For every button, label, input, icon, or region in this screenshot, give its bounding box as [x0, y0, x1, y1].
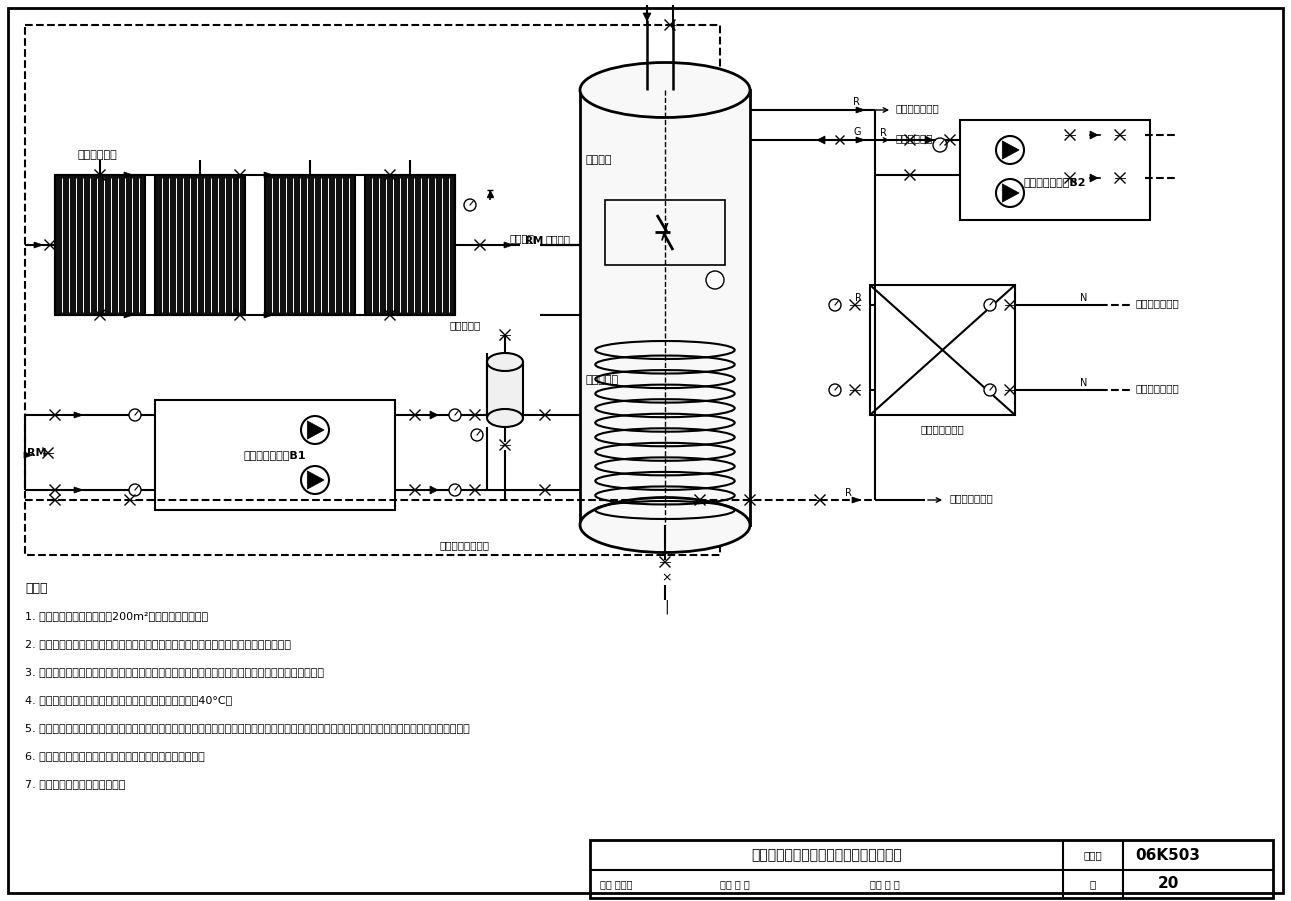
Circle shape	[984, 299, 995, 311]
Polygon shape	[307, 421, 324, 439]
Text: RM: RM	[27, 448, 46, 458]
Circle shape	[129, 484, 141, 496]
Bar	[590, 840, 1273, 898]
Text: 辅助加热: 辅助加热	[545, 234, 571, 244]
Text: 3. 当集热系统热媒为水且没有防冻要求时，系统也可采用直接系统，贮热水箱中盘管换热器可取消。: 3. 当集热系统热媒为水且没有防冻要求时，系统也可采用直接系统，贮热水箱中盘管换…	[25, 667, 324, 677]
Bar	[961, 120, 1150, 220]
Text: 接采暖系统回水: 接采暖系统回水	[1135, 383, 1179, 393]
Text: 20: 20	[1157, 877, 1179, 891]
Ellipse shape	[487, 409, 523, 427]
Text: 采暖系统换热器: 采暖系统换热器	[920, 424, 964, 434]
Text: 设计 李 忠: 设计 李 忠	[870, 879, 900, 889]
Text: 盘管换热器: 盘管换热器	[585, 375, 618, 385]
Polygon shape	[817, 136, 825, 144]
Text: 1. 本系统宜用于建筑面积在200m²内的小型独户系统。: 1. 本系统宜用于建筑面积在200m²内的小型独户系统。	[25, 611, 208, 621]
Polygon shape	[924, 136, 933, 144]
Text: 贮热水箱: 贮热水箱	[585, 155, 612, 165]
Text: 生活热水供水管: 生活热水供水管	[896, 103, 940, 113]
Polygon shape	[430, 486, 438, 494]
Polygon shape	[1090, 131, 1099, 139]
Polygon shape	[74, 412, 83, 418]
Circle shape	[829, 299, 840, 311]
Text: R: R	[855, 293, 862, 303]
Text: 热媒进出或补入口: 热媒进出或补入口	[440, 540, 491, 550]
Polygon shape	[74, 487, 83, 493]
Text: 自来水补水管: 自来水补水管	[896, 133, 933, 143]
Text: |: |	[664, 600, 669, 614]
Circle shape	[471, 429, 483, 441]
Text: 06K503: 06K503	[1136, 848, 1201, 862]
Polygon shape	[263, 312, 272, 318]
Polygon shape	[1002, 184, 1019, 202]
Bar	[365, 175, 454, 315]
Bar	[870, 285, 1015, 415]
Polygon shape	[856, 137, 865, 143]
Bar	[56, 175, 145, 315]
Text: 说明：: 说明：	[25, 581, 48, 595]
Text: 审核 郑瑞澄: 审核 郑瑞澄	[600, 879, 633, 889]
Bar	[155, 175, 245, 315]
Bar	[265, 175, 355, 315]
Text: 5. 本系统适用于自来水水质硬度较低的地区，水质硬度较高的区域应对自来水补水管进行软化或采取其他措施防止换热器尤其是采暖系统换热器结垢。: 5. 本系统适用于自来水水质硬度较低的地区，水质硬度较高的区域应对自来水补水管进…	[25, 723, 470, 733]
Circle shape	[995, 136, 1024, 164]
Bar	[25, 25, 720, 555]
Text: 软水质地区太阳能热水及采暖集热系统图: 软水质地区太阳能热水及采暖集热系统图	[751, 848, 902, 862]
Polygon shape	[25, 452, 34, 458]
Ellipse shape	[580, 62, 750, 117]
Circle shape	[829, 384, 840, 396]
Circle shape	[463, 199, 476, 211]
Text: N: N	[1081, 378, 1087, 388]
Polygon shape	[124, 172, 133, 178]
Polygon shape	[643, 13, 651, 21]
Text: 膨胀定压罐: 膨胀定压罐	[451, 320, 482, 330]
Text: 生活热水循环管: 生活热水循环管	[950, 493, 994, 503]
Polygon shape	[1090, 174, 1099, 182]
Text: R: R	[880, 128, 887, 138]
Text: G: G	[853, 127, 861, 137]
Text: 2. 本集热系统热媒可为水或防冻液。采用防冻液时，应按照防冻液要求选择管材和水泵。: 2. 本集热系统热媒可为水或防冻液。采用防冻液时，应按照防冻液要求选择管材和水泵…	[25, 639, 290, 649]
Text: N: N	[1081, 293, 1087, 303]
Polygon shape	[1002, 141, 1019, 159]
Polygon shape	[34, 242, 43, 248]
Circle shape	[706, 271, 724, 289]
Text: 接采暖系统供水: 接采暖系统供水	[1135, 298, 1179, 308]
Text: RM: RM	[525, 236, 544, 246]
Bar	[580, 90, 750, 525]
Text: 太阳能集热器: 太阳能集热器	[77, 150, 117, 160]
Polygon shape	[852, 497, 861, 503]
Bar	[487, 362, 523, 418]
Circle shape	[449, 409, 461, 421]
Polygon shape	[430, 411, 438, 419]
Text: ×: ×	[661, 571, 671, 585]
Bar	[155, 400, 395, 510]
Circle shape	[933, 138, 948, 152]
Text: 7. 本系统宜采用承压型集热器。: 7. 本系统宜采用承压型集热器。	[25, 779, 125, 789]
Text: 辅助加热: 辅助加热	[510, 233, 534, 243]
Text: 4. 本系统采暖系统采用地面辐射系统，设计供水温度宜为40°C。: 4. 本系统采暖系统采用地面辐射系统，设计供水温度宜为40°C。	[25, 695, 232, 705]
Text: 页: 页	[1090, 879, 1096, 889]
Polygon shape	[503, 242, 513, 248]
Text: 采暖系统一次泵B2: 采暖系统一次泵B2	[1024, 177, 1086, 187]
Text: R: R	[853, 97, 860, 107]
Circle shape	[995, 179, 1024, 207]
Circle shape	[984, 384, 995, 396]
Polygon shape	[263, 172, 272, 178]
Text: 校对 何 涛: 校对 何 涛	[720, 879, 750, 889]
Circle shape	[301, 416, 329, 444]
Text: 集热系统循环泵B1: 集热系统循环泵B1	[244, 450, 306, 460]
Ellipse shape	[487, 353, 523, 371]
Text: 图集号: 图集号	[1083, 850, 1103, 860]
Text: /: /	[661, 222, 669, 242]
Text: 6. 辅助热源选用电加热，也可选用市政热力或燃气壁挂炉。: 6. 辅助热源选用电加热，也可选用市政热力或燃气壁挂炉。	[25, 751, 205, 761]
Circle shape	[301, 466, 329, 494]
Polygon shape	[124, 312, 133, 318]
Text: R: R	[846, 488, 852, 498]
Polygon shape	[307, 471, 324, 489]
Bar	[605, 200, 726, 265]
Circle shape	[129, 409, 141, 421]
Ellipse shape	[580, 497, 750, 552]
Circle shape	[449, 484, 461, 496]
Polygon shape	[856, 107, 865, 113]
